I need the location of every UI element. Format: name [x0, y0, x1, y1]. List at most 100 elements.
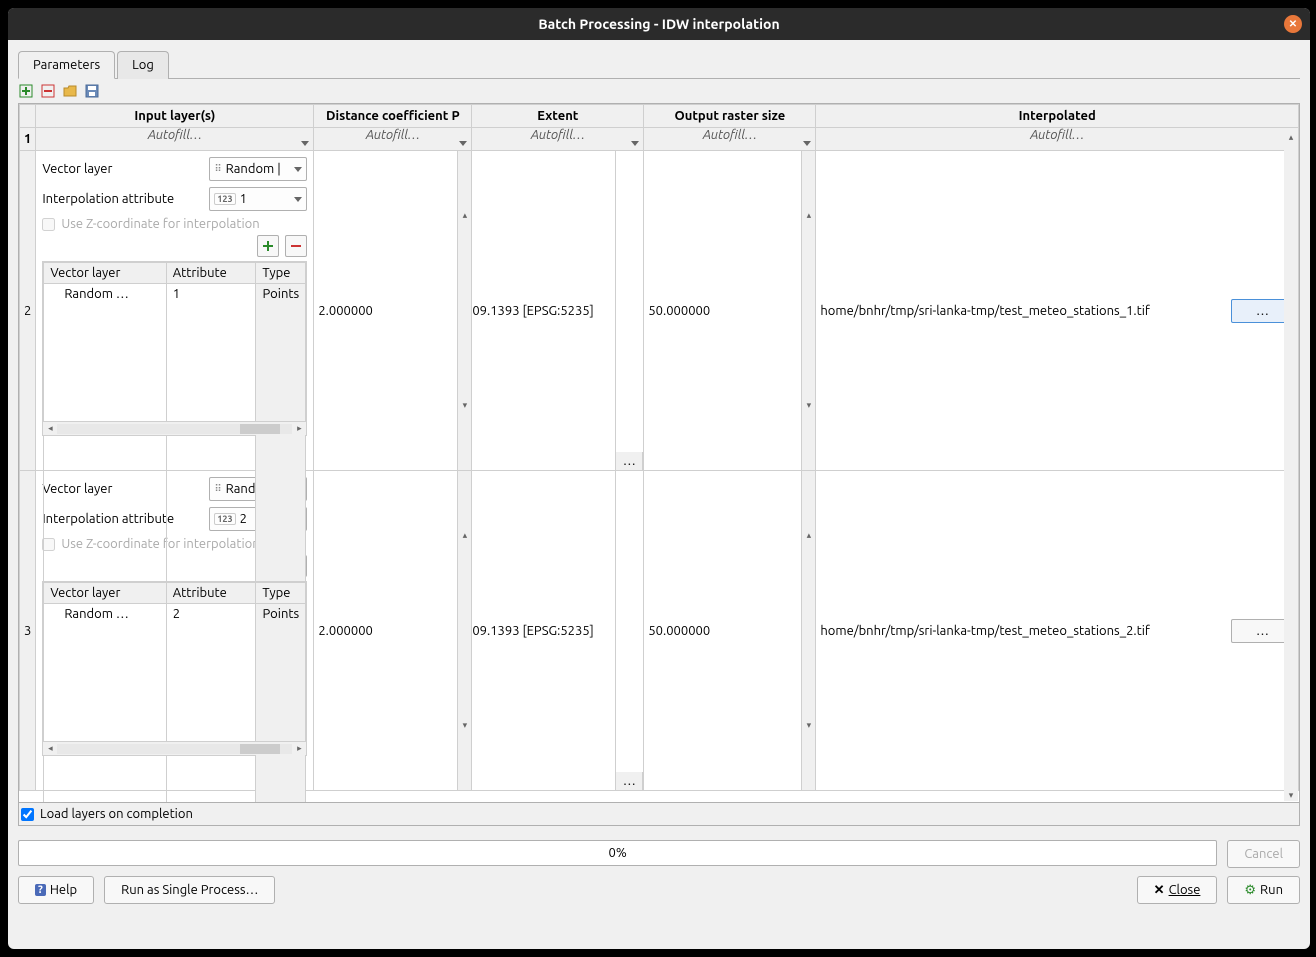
interp-attr-label: Interpolation attribute [42, 192, 174, 206]
load-layers-row: Load layers on completion [18, 803, 1300, 826]
output-path[interactable]: home/bnhr/tmp/sri-lanka-tmp/test_meteo_s… [820, 624, 1227, 638]
extent-button-area: … [615, 151, 643, 470]
scroll-left-icon[interactable]: ◂ [43, 423, 57, 434]
close-label: Close [1169, 883, 1201, 897]
run-single-button[interactable]: Run as Single Process… [104, 876, 275, 904]
inner-attr-value[interactable]: 1 [166, 284, 256, 604]
col-header-distance[interactable]: Distance coefficient P [314, 105, 472, 128]
scroll-right-icon[interactable]: ▸ [292, 743, 306, 754]
extent-value[interactable]: 09.1393 [EPSG:5235] [472, 471, 615, 790]
spinner-down-icon[interactable]: ▾ [802, 400, 815, 411]
inner-col-attr[interactable]: Attribute [166, 263, 256, 284]
inner-hscroll[interactable]: ◂ ▸ [43, 421, 306, 435]
spinner-up-icon[interactable]: ▴ [458, 210, 471, 221]
col-header-interp[interactable]: Interpolated [816, 105, 1299, 128]
use-z-checkbox [42, 218, 55, 231]
vector-layer-value: Random | [226, 162, 281, 176]
distance-spinner[interactable]: ▴ ▾ [457, 151, 471, 470]
inner-vector-value[interactable]: Random … [44, 284, 166, 604]
distance-spinner[interactable]: ▴ ▾ [457, 471, 471, 790]
tab-bar: Parameters Log [18, 50, 1300, 79]
output-path[interactable]: home/bnhr/tmp/sri-lanka-tmp/test_meteo_s… [820, 304, 1227, 318]
col-header-extent[interactable]: Extent [472, 105, 644, 128]
progress-bar: 0% [18, 840, 1217, 866]
inner-type-value[interactable]: Points [256, 604, 306, 804]
inner-col-vector[interactable]: Vector layer [44, 263, 166, 284]
layer-table: Vector layer Attribute Type Random … 2 P… [42, 581, 307, 756]
inner-col-attr[interactable]: Attribute [166, 583, 256, 604]
rownum-header [20, 105, 36, 128]
progress-text: 0% [609, 846, 627, 860]
close-button[interactable]: ✕ Close [1137, 876, 1218, 904]
layer-table: Vector layer Attribute Type Random … 1 P… [42, 261, 307, 436]
remove-row-button[interactable] [40, 83, 56, 99]
col-header-raster[interactable]: Output raster size [644, 105, 816, 128]
autofill-input[interactable]: Autofill… [36, 128, 314, 151]
table-scrollbar[interactable] [1284, 132, 1298, 801]
spinner-down-icon[interactable]: ▾ [458, 400, 471, 411]
scroll-right-icon[interactable]: ▸ [292, 423, 306, 434]
row-number: 2 [20, 151, 36, 471]
rownum-1: 1 [20, 128, 36, 151]
autofill-distance[interactable]: Autofill… [314, 128, 472, 151]
inner-attr-value[interactable]: 2 [166, 604, 256, 804]
run-label: Run [1260, 883, 1283, 897]
spinner-up-icon[interactable]: ▴ [802, 210, 815, 221]
run-button[interactable]: ⚙ Run [1227, 876, 1300, 904]
add-layer-button[interactable] [257, 235, 279, 257]
load-layers-label: Load layers on completion [40, 807, 193, 821]
vector-layer-combo[interactable]: ⠿ Random | [209, 157, 307, 181]
input-layer-panel: Vector layer ⠿ Random | Interpolation at… [36, 151, 313, 442]
window-title: Batch Processing - IDW interpolation [538, 16, 779, 32]
distance-value[interactable]: 2.000000 [314, 151, 457, 470]
dialog-window: Batch Processing - IDW interpolation Par… [8, 8, 1310, 949]
dialog-body: Parameters Log Input layer(s) Distance c… [8, 40, 1310, 949]
numeric-field-icon: 123 [214, 193, 235, 205]
spinner-down-icon[interactable]: ▾ [802, 720, 815, 731]
interp-attr-value: 1 [240, 192, 247, 206]
spinner-down-icon[interactable]: ▾ [458, 720, 471, 731]
col-header-input[interactable]: Input layer(s) [36, 105, 314, 128]
spinner-up-icon[interactable]: ▴ [802, 530, 815, 541]
help-icon: ? [35, 884, 46, 896]
spinner-up-icon[interactable]: ▴ [458, 530, 471, 541]
extent-browse-button[interactable]: … [616, 772, 643, 790]
distance-value[interactable]: 2.000000 [314, 471, 457, 790]
use-z-label: Use Z-coordinate for interpolation [61, 217, 259, 231]
points-icon: ⠿ [214, 163, 221, 175]
close-icon: ✕ [1154, 883, 1165, 898]
run-icon: ⚙ [1244, 883, 1256, 898]
extent-value[interactable]: 09.1393 [EPSG:5235] [472, 151, 615, 470]
autofill-interp[interactable]: Autofill… [816, 128, 1299, 151]
help-button[interactable]: ? Help [18, 876, 94, 904]
raster-spinner[interactable]: ▴ ▾ [801, 151, 815, 470]
autofill-extent[interactable]: Autofill… [472, 128, 644, 151]
extent-browse-button[interactable]: … [616, 452, 643, 470]
tab-parameters[interactable]: Parameters [18, 51, 115, 79]
inner-type-value[interactable]: Points [256, 284, 306, 604]
window-close-button[interactable] [1284, 15, 1302, 33]
inner-col-type[interactable]: Type [256, 583, 306, 604]
interp-attr-combo[interactable]: 123 1 [209, 187, 307, 211]
inner-col-vector[interactable]: Vector layer [44, 583, 166, 604]
extent-button-area: … [615, 471, 643, 790]
raster-size-value[interactable]: 50.000000 [644, 471, 801, 790]
cancel-button: Cancel [1227, 840, 1300, 868]
scroll-left-icon[interactable]: ◂ [43, 743, 57, 754]
inner-vector-value[interactable]: Random … [44, 604, 166, 804]
bottom-button-row: ? Help Run as Single Process… ✕ Close ⚙ Run [18, 876, 1300, 904]
row-number: 3 [20, 471, 36, 791]
toolbar [18, 79, 1300, 103]
remove-layer-button[interactable] [285, 235, 307, 257]
open-button[interactable] [62, 83, 78, 99]
raster-spinner[interactable]: ▴ ▾ [801, 471, 815, 790]
raster-size-value[interactable]: 50.000000 [644, 151, 801, 470]
add-row-button[interactable] [18, 83, 34, 99]
inner-col-type[interactable]: Type [256, 263, 306, 284]
inner-hscroll[interactable]: ◂ ▸ [43, 741, 306, 755]
save-button[interactable] [84, 83, 100, 99]
autofill-raster[interactable]: Autofill… [644, 128, 816, 151]
help-label: Help [50, 883, 77, 897]
tab-log[interactable]: Log [117, 51, 169, 79]
load-layers-checkbox[interactable] [21, 808, 34, 821]
